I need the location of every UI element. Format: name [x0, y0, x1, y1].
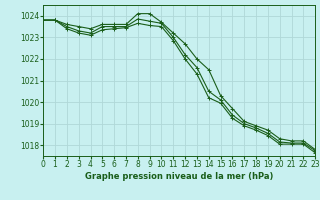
X-axis label: Graphe pression niveau de la mer (hPa): Graphe pression niveau de la mer (hPa): [85, 172, 273, 181]
